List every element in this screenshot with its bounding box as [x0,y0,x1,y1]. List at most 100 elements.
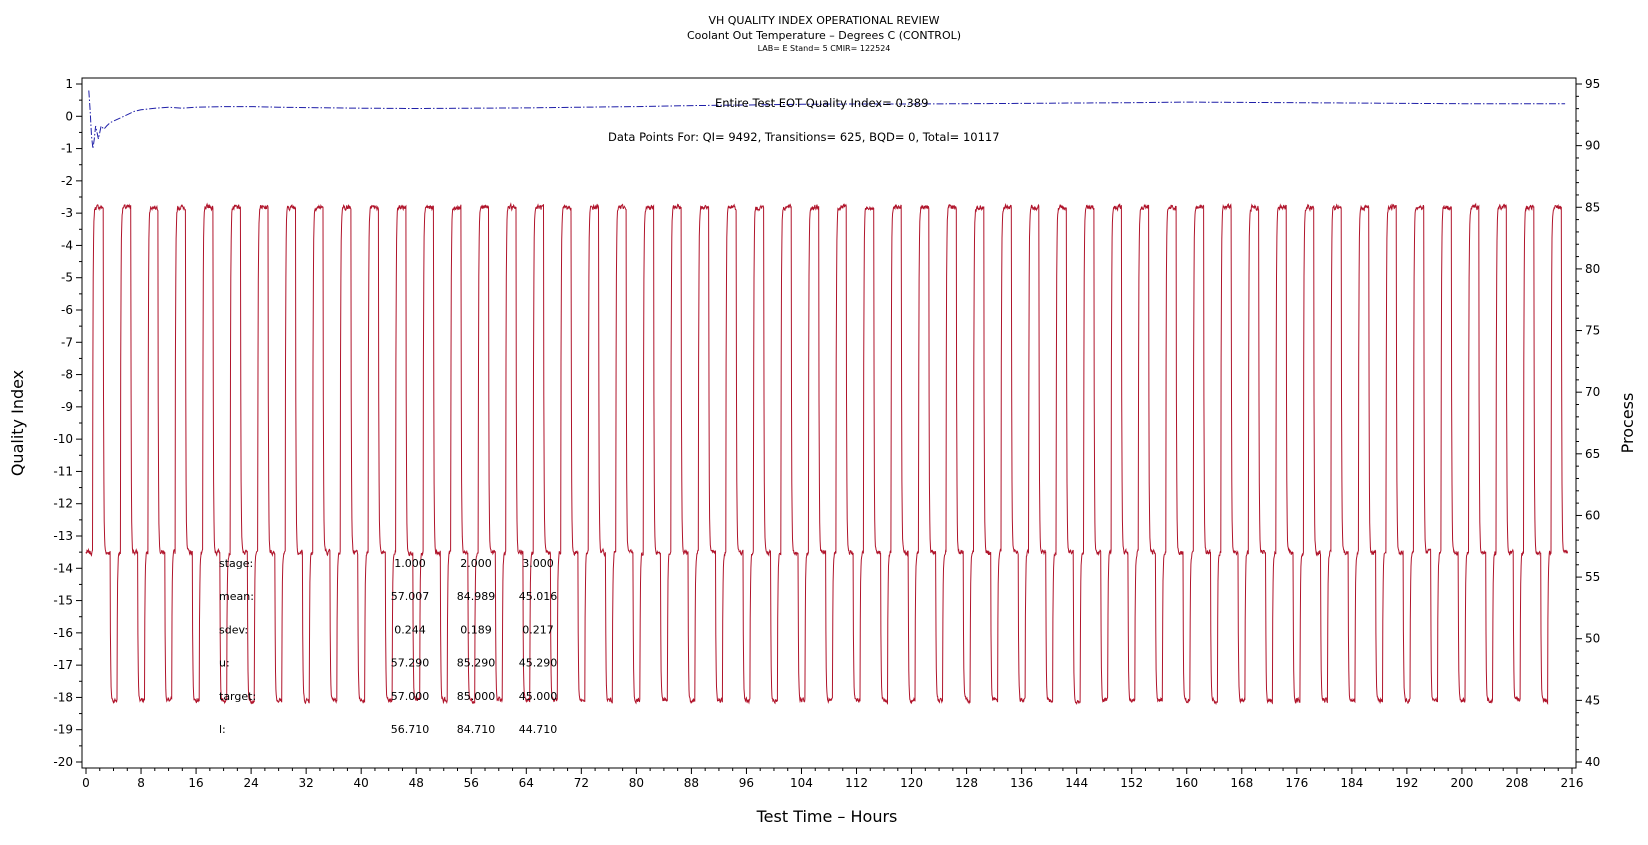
stats-row-label: target: [219,690,256,703]
x-tick-label: 200 [1450,776,1473,790]
y-left-tick-label: -2 [61,174,73,188]
stats-cell: 57.290 [391,657,430,670]
stats-row-label: stage: [219,557,253,570]
y-left-tick-label: -1 [61,142,73,156]
y-left-tick-label: -17 [53,658,73,672]
x-tick-label: 136 [1010,776,1033,790]
x-tick-label: 0 [82,776,90,790]
stats-row-label: u: [219,657,230,670]
y-right-tick-label: 80 [1585,262,1600,276]
x-tick-label: 104 [790,776,813,790]
x-tick-label: 72 [574,776,589,790]
stats-cell: 84.989 [457,590,496,603]
x-tick-label: 160 [1175,776,1198,790]
y-left-tick-label: -12 [53,497,73,511]
plot-frame [81,77,1577,769]
stats-cell: 0.244 [394,623,426,636]
stats-cell: 84.710 [457,723,496,736]
x-tick-label: 208 [1506,776,1529,790]
y-left-tick-label: -6 [61,303,73,317]
stats-cell: 2.000 [460,557,492,570]
x-tick-label: 168 [1230,776,1253,790]
y-right-tick-label: 95 [1585,77,1600,91]
x-tick-label: 80 [629,776,644,790]
y-left-tick-label: 1 [65,77,73,91]
y-right-tick-label: 85 [1585,200,1600,214]
stats-cell: 44.710 [519,723,558,736]
x-tick-label: 128 [955,776,978,790]
y-right-tick-label: 50 [1585,632,1600,646]
stats-row-label: l: [219,723,226,736]
y-left-tick-label: -20 [53,755,73,769]
y-right-tick-label: 60 [1585,508,1600,522]
x-tick-label: 152 [1120,776,1143,790]
y-left-tick-label: -3 [61,206,73,220]
stats-cell: 1.000 [394,557,426,570]
stats-cell: 57.007 [391,590,430,603]
chart-subtitle: Coolant Out Temperature – Degrees C (CON… [687,29,961,42]
y-left-tick-label: -4 [61,238,73,252]
stats-cell: 85.000 [457,690,496,703]
x-tick-label: 184 [1340,776,1363,790]
x-axis: 0 8 16 24 32 40 48 56 64 72 80 88 96 104 112 120 128 136 1… [82,768,1583,790]
stats-cell: 56.710 [391,723,430,736]
y-right-tick-label: 70 [1585,385,1600,399]
x-tick-label: 96 [739,776,754,790]
y-axis-right: 95 90 85 80 75 70 65 60 55 50 45 40 [1576,77,1600,769]
y-axis-left-label: Quality Index [8,370,27,476]
x-tick-label: 8 [137,776,145,790]
x-tick-label: 32 [299,776,314,790]
data-points-note: Data Points For: QI= 9492, Transitions= … [608,130,1000,144]
x-tick-label: 192 [1395,776,1418,790]
stats-cell: 0.217 [522,623,554,636]
stats-cell: 45.290 [519,657,558,670]
stats-cell: 3.000 [522,557,554,570]
stats-row-label: mean: [219,590,254,603]
stats-cell: 45.016 [519,590,558,603]
x-tick-label: 64 [519,776,534,790]
x-tick-label: 24 [243,776,258,790]
y-right-tick-label: 65 [1585,447,1600,461]
y-right-tick-label: 40 [1585,755,1600,769]
y-left-tick-label: -19 [53,723,73,737]
y-axis-left: 1 0 -1 -2 -3 -4 -5 -6 -7 -8 -9 -10 -11 -12 -13 -14 -15 -1… [53,77,82,769]
y-left-tick-label: -8 [61,368,73,382]
x-tick-label: 176 [1285,776,1308,790]
y-left-tick-label: -10 [53,432,73,446]
x-tick-label: 40 [354,776,369,790]
quality-index-note: Entire Test EOT Quality Index= 0.389 [715,96,928,110]
x-tick-label: 56 [464,776,479,790]
x-tick-label: 16 [188,776,203,790]
y-axis-right-label: Process [1618,393,1637,454]
y-left-tick-label: -18 [53,690,73,704]
y-left-tick-label: -7 [61,335,73,349]
y-left-tick-label: -13 [53,529,73,543]
y-right-tick-label: 45 [1585,693,1600,707]
chart-subtitle-id: LAB= E Stand= 5 CMIR= 122524 [758,44,891,53]
y-left-tick-label: -9 [61,400,73,414]
x-tick-label: 120 [900,776,923,790]
stats-cell: 45.000 [519,690,558,703]
series-layer [85,90,1568,706]
y-right-tick-label: 75 [1585,324,1600,338]
y-left-tick-label: 0 [65,109,73,123]
x-tick-label: 88 [684,776,699,790]
stats-cell: 0.189 [460,623,492,636]
y-left-tick-label: -5 [61,271,73,285]
x-tick-label: 144 [1065,776,1088,790]
y-left-tick-label: -14 [53,561,73,575]
x-tick-label: 112 [845,776,868,790]
stats-table: stage: 1.000 2.000 3.000 mean: 57.007 84.989 45… [219,557,557,736]
stats-cell: 57.000 [391,690,430,703]
x-axis-label: Test Time – Hours [756,807,898,826]
y-left-tick-label: -15 [53,594,73,608]
y-right-tick-label: 90 [1585,139,1600,153]
y-right-tick-label: 55 [1585,570,1600,584]
stats-row-label: sdev: [219,623,248,636]
stats-cell: 85.290 [457,657,496,670]
series-process-line [85,202,1568,706]
series-quality-index-line [88,90,1566,149]
y-left-tick-label: -11 [53,464,73,478]
chart-title: VH QUALITY INDEX OPERATIONAL REVIEW [708,14,939,27]
